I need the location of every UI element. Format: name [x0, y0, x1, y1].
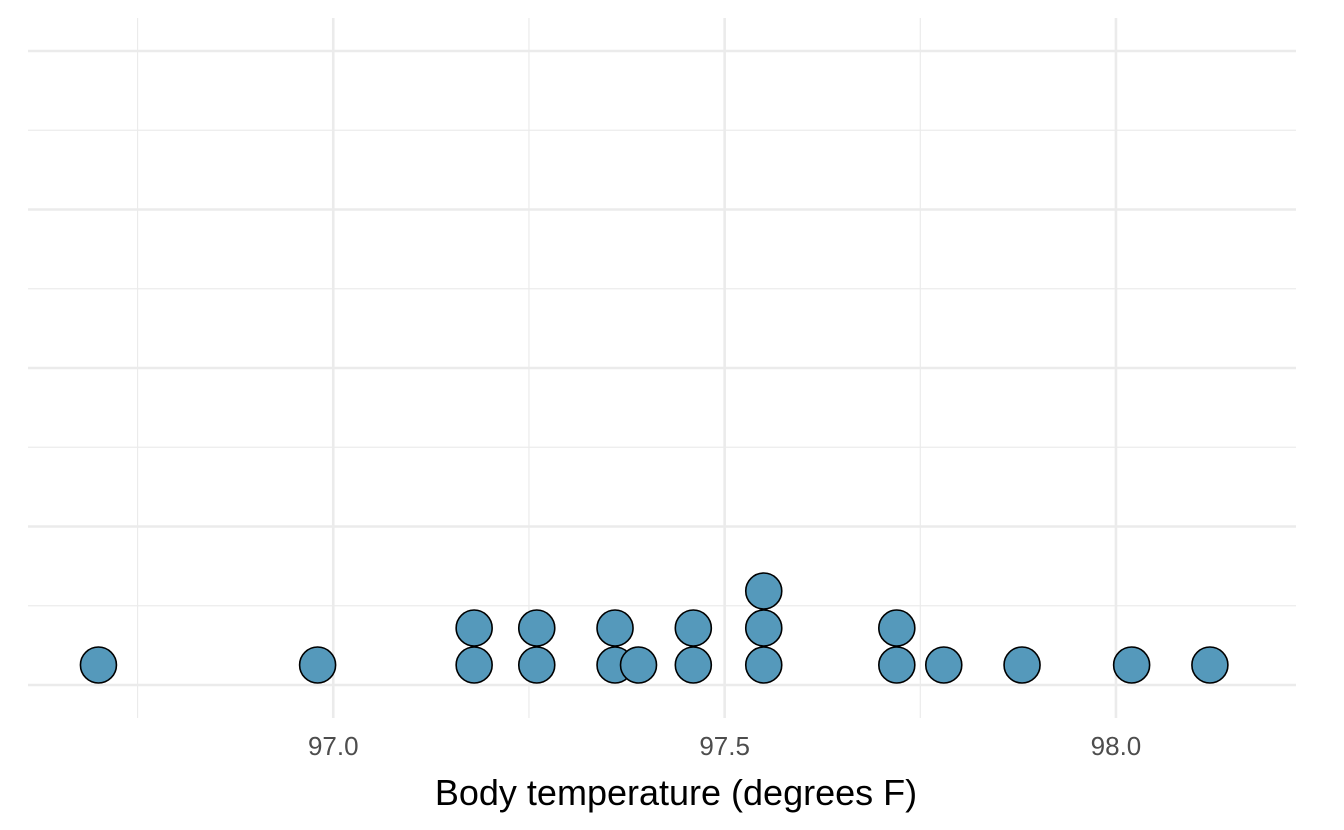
x-tick-label: 98.0: [1091, 731, 1142, 761]
x-tick-label: 97.0: [308, 731, 359, 761]
data-dot: [744, 646, 783, 684]
grid: [28, 18, 1296, 718]
data-dot: [924, 646, 963, 684]
data-dot: [455, 646, 493, 684]
data-dot: [596, 609, 634, 647]
data-dot: [1191, 646, 1229, 684]
data-dot: [619, 646, 658, 684]
data-dot: [1003, 646, 1041, 684]
data-dot: [878, 646, 916, 684]
data-dot: [1112, 646, 1151, 684]
data-dot: [674, 646, 713, 684]
dots: [79, 572, 1229, 684]
data-dot: [674, 609, 713, 647]
data-dot: [79, 646, 118, 684]
data-dot: [878, 609, 916, 647]
data-dot: [517, 609, 556, 647]
data-dot: [298, 646, 337, 684]
data-dot: [744, 572, 783, 610]
x-tick-labels: 97.0 97.5 98.0: [308, 731, 1141, 761]
data-dot: [455, 609, 493, 647]
data-dot: [744, 609, 783, 647]
x-tick-label: 97.5: [699, 731, 750, 761]
x-axis-title: Body temperature (degrees F): [435, 772, 917, 813]
data-dot: [517, 646, 556, 684]
